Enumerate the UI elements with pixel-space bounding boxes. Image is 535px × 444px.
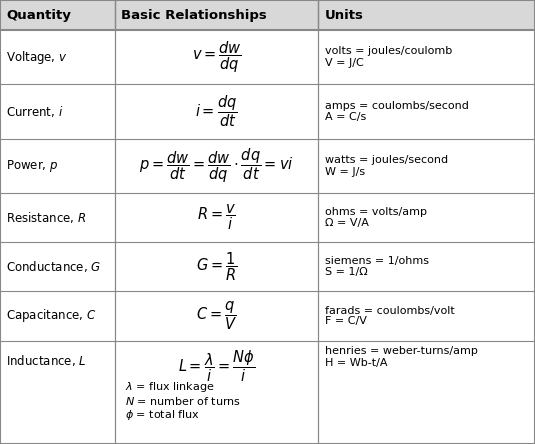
Text: $R = \dfrac{v}{i}$: $R = \dfrac{v}{i}$ <box>197 203 236 232</box>
Text: $G = \dfrac{1}{R}$: $G = \dfrac{1}{R}$ <box>196 250 238 283</box>
Text: volts = joules/coulomb: volts = joules/coulomb <box>325 47 452 56</box>
Text: Resistance, $R$: Resistance, $R$ <box>6 210 87 225</box>
Text: A = C/s: A = C/s <box>325 112 366 123</box>
Text: Quantity: Quantity <box>6 8 71 22</box>
Text: Units: Units <box>325 8 364 22</box>
Text: Ω = V/A: Ω = V/A <box>325 218 369 228</box>
Text: $N$ = number of turns: $N$ = number of turns <box>125 395 241 407</box>
Text: Conductance, $G$: Conductance, $G$ <box>6 259 102 274</box>
Text: $\lambda$ = flux linkage: $\lambda$ = flux linkage <box>125 380 214 394</box>
Text: Power, $p$: Power, $p$ <box>6 158 59 174</box>
Text: H = Wb-t/A: H = Wb-t/A <box>325 358 387 369</box>
Text: watts = joules/second: watts = joules/second <box>325 155 448 165</box>
Text: $i = \dfrac{dq}{dt}$: $i = \dfrac{dq}{dt}$ <box>195 94 238 129</box>
Text: $\phi$ = total flux: $\phi$ = total flux <box>125 408 200 422</box>
Text: $C = \dfrac{q}{V}$: $C = \dfrac{q}{V}$ <box>196 300 237 332</box>
Text: $L = \dfrac{\lambda}{i} = \dfrac{N\phi}{i}$: $L = \dfrac{\lambda}{i} = \dfrac{N\phi}{… <box>178 349 255 384</box>
Text: $v = \dfrac{dw}{dq}$: $v = \dfrac{dw}{dq}$ <box>192 40 242 75</box>
Text: Current, $i$: Current, $i$ <box>6 104 64 119</box>
Text: Basic Relationships: Basic Relationships <box>121 8 267 22</box>
Text: $p = \dfrac{dw}{dt} = \dfrac{dw}{dq} \cdot \dfrac{dq}{dt} = vi$: $p = \dfrac{dw}{dt} = \dfrac{dw}{dq} \cd… <box>139 147 294 185</box>
Text: henries = weber-turns/amp: henries = weber-turns/amp <box>325 346 478 356</box>
Bar <box>0 0 535 30</box>
Text: siemens = 1/ohms: siemens = 1/ohms <box>325 257 429 266</box>
Text: farads = coulombs/volt: farads = coulombs/volt <box>325 305 455 316</box>
Text: W = J/s: W = J/s <box>325 166 365 177</box>
Text: V = J/C: V = J/C <box>325 58 363 68</box>
Text: Capacitance, $C$: Capacitance, $C$ <box>6 307 97 325</box>
Text: F = C/V: F = C/V <box>325 316 366 326</box>
Text: Inductance, $L$: Inductance, $L$ <box>6 353 87 368</box>
Text: amps = coulombs/second: amps = coulombs/second <box>325 101 469 111</box>
Text: ohms = volts/amp: ohms = volts/amp <box>325 207 427 217</box>
Text: Voltage, $v$: Voltage, $v$ <box>6 49 68 66</box>
Text: S = 1/Ω: S = 1/Ω <box>325 267 368 277</box>
